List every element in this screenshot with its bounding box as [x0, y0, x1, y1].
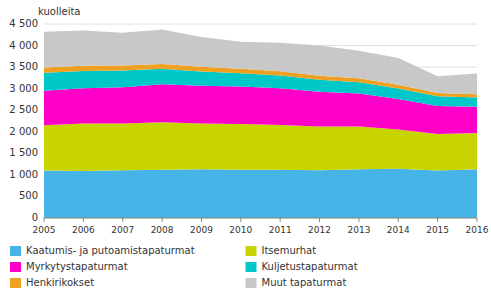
legend-label: Henkirikokset: [26, 277, 94, 288]
y-tick-label: 0: [32, 212, 38, 223]
x-tick-label: 2007: [111, 225, 134, 235]
y-tick-label: 4 500: [9, 18, 38, 29]
x-tick-label: 2005: [33, 225, 56, 235]
x-tick: [280, 218, 281, 222]
x-tick: [398, 218, 399, 222]
x-axis: 2005 2006 2007 2008 2009 2010 2011 2012 2013 2014…: [33, 218, 489, 235]
x-tick-label: 2008: [151, 225, 174, 235]
legend-swatch: [246, 262, 257, 272]
x-tick-label: 2012: [308, 225, 331, 235]
y-axis: 0 500 1 000 1 500 2 000 2 500 3 000 3 500 4 000 4…: [9, 18, 38, 223]
x-tick: [358, 218, 359, 222]
x-tick-label: 2015: [426, 225, 449, 235]
y-tick-label: 4 000: [9, 40, 38, 51]
chart: 0 500 1 000 1 500 2 000 2 500 3 000 3 500 4 000 4…: [0, 0, 491, 302]
legend-swatch: [10, 262, 21, 272]
legend-label: Muut tapaturmat: [262, 277, 347, 288]
legend-swatch: [10, 246, 21, 256]
legend-label: Kuljetustapaturmat: [262, 261, 358, 272]
legend-label: Kaatumis- ja putoamistapaturmat: [26, 245, 195, 256]
y-tick-label: 3 500: [9, 61, 38, 72]
area: [44, 29, 477, 94]
areas: [44, 29, 477, 218]
y-tick-label: 2 500: [9, 104, 38, 115]
x-tick-label: 2010: [229, 225, 252, 235]
x-tick-label: 2009: [190, 225, 213, 235]
y-axis-label: kuolleita: [38, 6, 80, 17]
y-tick-label: 3 000: [9, 83, 38, 94]
chart-container: 0 500 1 000 1 500 2 000 2 500 3 000 3 500 4 000 4…: [0, 0, 491, 302]
y-tick-label: 1 000: [9, 169, 38, 180]
x-tick: [201, 218, 202, 222]
x-tick: [83, 218, 84, 222]
legend-swatch: [10, 278, 21, 288]
x-tick: [122, 218, 123, 222]
x-tick-label: 2016: [466, 225, 489, 235]
x-axis-line: [44, 218, 477, 219]
grid-line: [44, 218, 477, 219]
y-tick-label: 500: [19, 190, 38, 201]
x-tick: [437, 218, 438, 222]
x-tick-label: 2014: [387, 225, 410, 235]
x-tick: [319, 218, 320, 222]
x-tick: [240, 218, 241, 222]
y-tick-label: 2 000: [9, 126, 38, 137]
y-tick-label: 1 500: [9, 147, 38, 158]
x-tick-label: 2011: [269, 225, 292, 235]
legend: Kaatumis- ja putoamistapaturmat Itsemurha…: [10, 245, 358, 288]
legend-swatch: [246, 246, 257, 256]
legend-swatch: [246, 278, 257, 288]
grid-line: [44, 24, 477, 25]
legend-label: Itsemurhat: [262, 245, 317, 256]
x-tick-label: 2013: [347, 225, 370, 235]
x-tick: [162, 218, 163, 222]
grid: [44, 24, 477, 218]
area: [44, 169, 477, 218]
x-tick-label: 2006: [72, 225, 95, 235]
x-tick: [477, 218, 478, 222]
legend-label: Myrkytystapaturmat: [26, 261, 128, 272]
x-tick: [44, 218, 45, 222]
